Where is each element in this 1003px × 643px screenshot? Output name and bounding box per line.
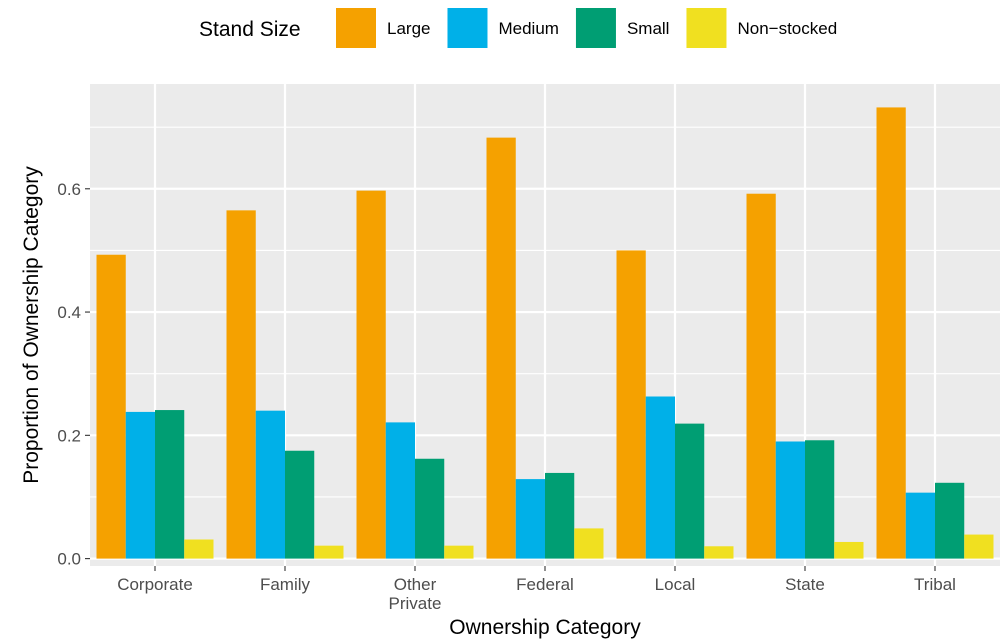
legend-key-large (336, 8, 376, 48)
x-axis-title: Ownership Category (449, 616, 641, 639)
bar-small (935, 482, 965, 559)
bar-small (805, 440, 835, 559)
x-tick-label: Other Private (389, 575, 442, 613)
bar-small (675, 423, 705, 559)
legend-label-medium: Medium (498, 19, 558, 38)
bars (96, 107, 994, 559)
bar-non-stocked (964, 534, 994, 559)
legend-key-small (575, 8, 616, 48)
y-axis-title: Proportion of Ownership Category (20, 166, 43, 484)
x-tick-label: Local (655, 575, 696, 594)
bar-large (226, 210, 256, 559)
bar-small (545, 472, 575, 559)
bar-medium (125, 411, 155, 559)
legend: Stand Size Large Medium Small Non−stocked (199, 8, 837, 48)
bar-medium (905, 492, 935, 559)
y-tick-label: 0.6 (57, 180, 81, 199)
legend-label-large: Large (387, 19, 430, 38)
y-tick-label: 0.4 (57, 303, 81, 322)
bar-large (356, 190, 386, 559)
bar-medium (255, 410, 285, 559)
bar-large (486, 137, 516, 559)
bar-non-stocked (184, 539, 214, 559)
bar-non-stocked (704, 546, 734, 559)
bar-large (746, 193, 776, 559)
bar-non-stocked (834, 541, 864, 559)
bar-medium (645, 396, 675, 559)
bar-large (876, 107, 906, 559)
bar-non-stocked (574, 528, 604, 559)
bar-medium (385, 422, 415, 559)
y-axis: 0.0 0.2 0.4 0.6 (57, 180, 90, 569)
bar-medium (775, 441, 805, 559)
legend-key-non-stocked (686, 8, 727, 48)
legend-label-non-stocked: Non−stocked (737, 19, 837, 38)
bar-non-stocked (314, 545, 344, 559)
x-tick-label: Family (260, 575, 311, 594)
x-axis: Corporate Family Other Private Federal Local S… (117, 566, 956, 613)
legend-key-medium (447, 8, 488, 48)
x-tick-label: Corporate (117, 575, 193, 594)
x-tick-label: State (785, 575, 825, 594)
bar-non-stocked (444, 545, 474, 559)
y-tick-label: 0.2 (57, 426, 81, 445)
x-tick-label: Tribal (914, 575, 956, 594)
legend-label-small: Small (627, 19, 670, 38)
bar-medium (515, 479, 545, 559)
bar-large (616, 250, 646, 559)
bar-large (96, 254, 126, 559)
bar-small (155, 410, 185, 559)
bar-small (415, 458, 445, 559)
legend-title: Stand Size (199, 18, 301, 41)
bar-small (285, 450, 315, 559)
x-tick-label: Federal (516, 575, 574, 594)
y-tick-label: 0.0 (57, 550, 81, 569)
